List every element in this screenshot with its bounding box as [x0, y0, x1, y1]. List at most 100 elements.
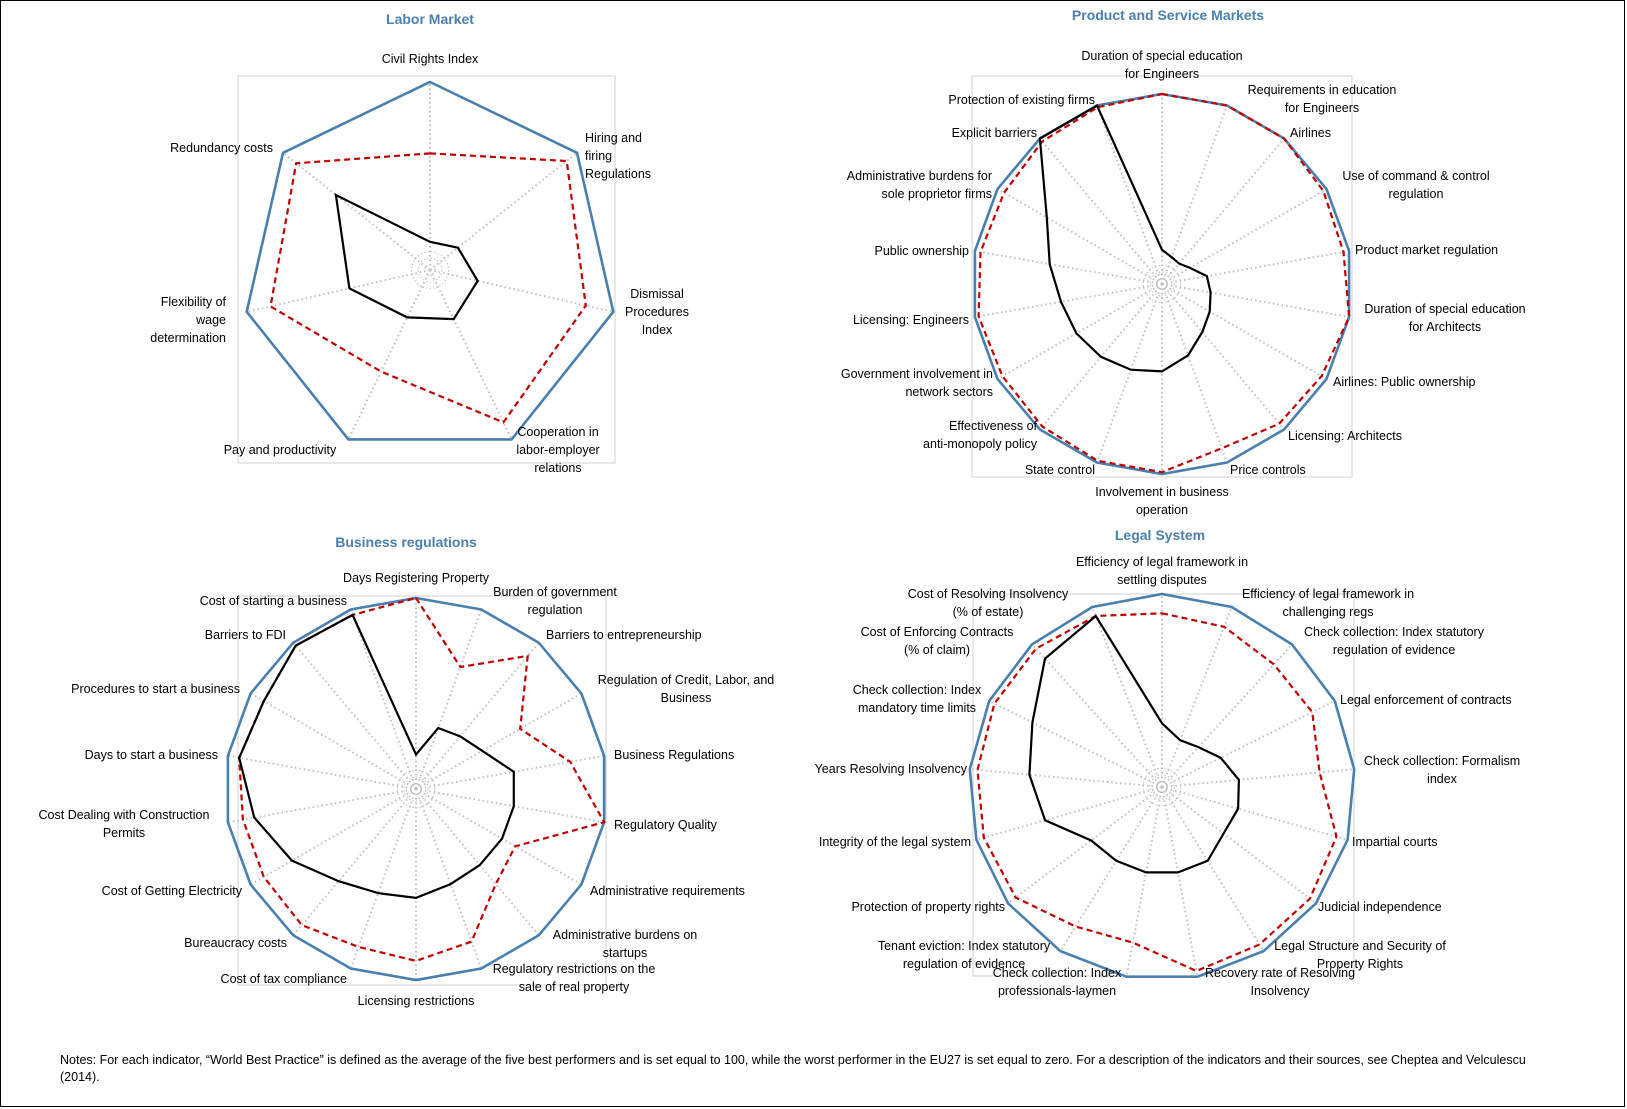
spoke-8: [1161, 283, 1285, 431]
series-line-eu: [976, 612, 1338, 973]
center-ring-3: [1142, 767, 1182, 807]
axis-label: Cost of Resolving Insolvency (% of estate…: [908, 587, 1069, 619]
spoke-7: [1161, 283, 1328, 380]
figure-notes: Notes: For each indicator, “World Best P…: [60, 1053, 1526, 1084]
axis-label: Public ownership: [875, 244, 970, 258]
spoke-4: [1161, 700, 1336, 788]
axis-label: Requirements in education for Engineers: [1248, 83, 1397, 115]
axis-label: Impartial courts: [1352, 835, 1437, 849]
spoke-3: [1161, 643, 1293, 788]
spoke-14: [974, 283, 1163, 318]
series-line-best: [968, 592, 1356, 979]
chart-title: Legal System: [1115, 527, 1205, 543]
spoke-16: [1031, 643, 1163, 788]
spoke-4: [1161, 188, 1328, 285]
axis-label: Check collection: Index statutory regulat…: [1304, 625, 1485, 657]
axis-label: Procedures to start a business: [71, 682, 240, 696]
axis-label: Cost of Getting Electricity: [102, 884, 243, 898]
spoke-3: [1161, 137, 1285, 285]
axis-label: Cost of Enforcing Contracts (% of claim): [861, 625, 1014, 657]
axis-label: Explicit barriers: [952, 126, 1037, 140]
axis-label: Flexibility of wage determination: [150, 295, 226, 345]
axis-label: Tenant eviction: Index statutory regulati…: [878, 939, 1051, 971]
series-line-eu: [269, 152, 587, 424]
spoke-6: [1161, 786, 1348, 841]
series-line-best: [973, 92, 1351, 476]
series-line-country: [238, 613, 515, 900]
axis-label: Cost of starting a business: [200, 594, 347, 608]
spoke-18: [1096, 105, 1163, 285]
spoke-2: [1161, 105, 1228, 285]
series-line-best: [245, 80, 615, 441]
center-ring-3: [1142, 264, 1182, 304]
axis-label: Product market regulation: [1355, 243, 1498, 257]
spoke-5: [415, 754, 605, 790]
spoke-13: [996, 283, 1163, 380]
axis-label: Airlines: [1290, 126, 1331, 140]
spoke-7: [415, 788, 582, 886]
spoke-5: [347, 269, 431, 440]
axis-label: Involvement in business operation: [1095, 485, 1228, 517]
spoke-12: [1007, 786, 1163, 905]
axis-label: Administrative burdens for sole proprieto…: [847, 169, 992, 201]
axis-label: Judicial independence: [1318, 900, 1442, 914]
spoke-11: [1059, 786, 1163, 952]
spoke-18: [349, 609, 417, 790]
spoke-5: [1161, 768, 1355, 788]
spoke-11: [1096, 283, 1163, 463]
spoke-2: [415, 609, 483, 790]
axis-label: Efficiency of legal framework in settling…: [1076, 555, 1248, 587]
spoke-5: [1161, 250, 1350, 285]
axis-label: Licensing restrictions: [358, 994, 475, 1008]
axis-label: Bureaucracy costs: [184, 936, 287, 950]
axis-label: Civil Rights Index: [382, 52, 479, 66]
spoke-9: [1161, 283, 1228, 463]
series-line-eu: [977, 92, 1351, 474]
axis-label: Use of command & control regulation: [1342, 169, 1489, 201]
axis-label: Duration of special education for Archite…: [1364, 302, 1525, 334]
spoke-15: [227, 754, 417, 790]
spoke-16: [250, 692, 417, 790]
axis-label: Regulatory restrictions on the sale of re…: [493, 962, 656, 994]
axis-label: Years Resolving Insolvency: [815, 762, 968, 776]
spoke-9: [415, 788, 483, 969]
axis-label: Hiring and firing Regulations: [585, 131, 651, 181]
spoke-10: [1125, 786, 1163, 977]
spoke-17: [292, 642, 417, 790]
spoke-3: [415, 642, 540, 790]
axis-label: Cost of tax compliance: [221, 972, 347, 986]
chart-title: Product and Service Markets: [1072, 7, 1264, 23]
plot-area-border: [971, 75, 1353, 478]
axis-label: State control: [1025, 463, 1095, 477]
spoke-14: [227, 788, 417, 824]
center-ring-1: [1156, 278, 1168, 290]
axis-label: Barriers to entrepreneurship: [546, 628, 702, 642]
axis-label: Pay and productivity: [224, 443, 337, 457]
chart-title: Labor Market: [386, 11, 474, 27]
center-ring-2: [417, 257, 443, 283]
axis-label: Days to start a business: [85, 748, 218, 762]
axis-label: Licensing: Architects: [1288, 429, 1402, 443]
axis-label: Protection of property rights: [851, 900, 1005, 914]
spoke-8: [1161, 786, 1265, 952]
axis-label: Legal Structure and Security of Property …: [1274, 939, 1446, 971]
center-ring-1: [1156, 781, 1168, 793]
axis-label: Barriers to FDI: [205, 628, 286, 642]
series-line-best: [226, 596, 606, 982]
spoke-11: [349, 788, 417, 969]
chart-title: Business regulations: [335, 534, 477, 550]
series-line-country: [1028, 614, 1241, 874]
center-ring-3: [396, 769, 436, 809]
axis-label: Recovery rate of Resolving Insolvency: [1205, 966, 1355, 998]
axis-label: Administrative requirements: [590, 884, 745, 898]
axis-label: Cost Dealing with Construction Permits: [39, 808, 210, 840]
axis-label: Check collection: Formalism index: [1364, 754, 1520, 786]
spoke-9: [1161, 786, 1199, 977]
axis-label: Effectiveness of anti-monopoly policy: [923, 419, 1038, 451]
radar-chart-1: Labor Market Civil Rights Index Hiring and…: [150, 11, 689, 475]
axis-label: Check collection: Index mandatory time li…: [853, 683, 982, 715]
spoke-15: [988, 700, 1163, 788]
axis-label: Protection of existing firms: [948, 93, 1095, 107]
axis-label: Check collection: Index professionals-lay…: [993, 966, 1122, 998]
